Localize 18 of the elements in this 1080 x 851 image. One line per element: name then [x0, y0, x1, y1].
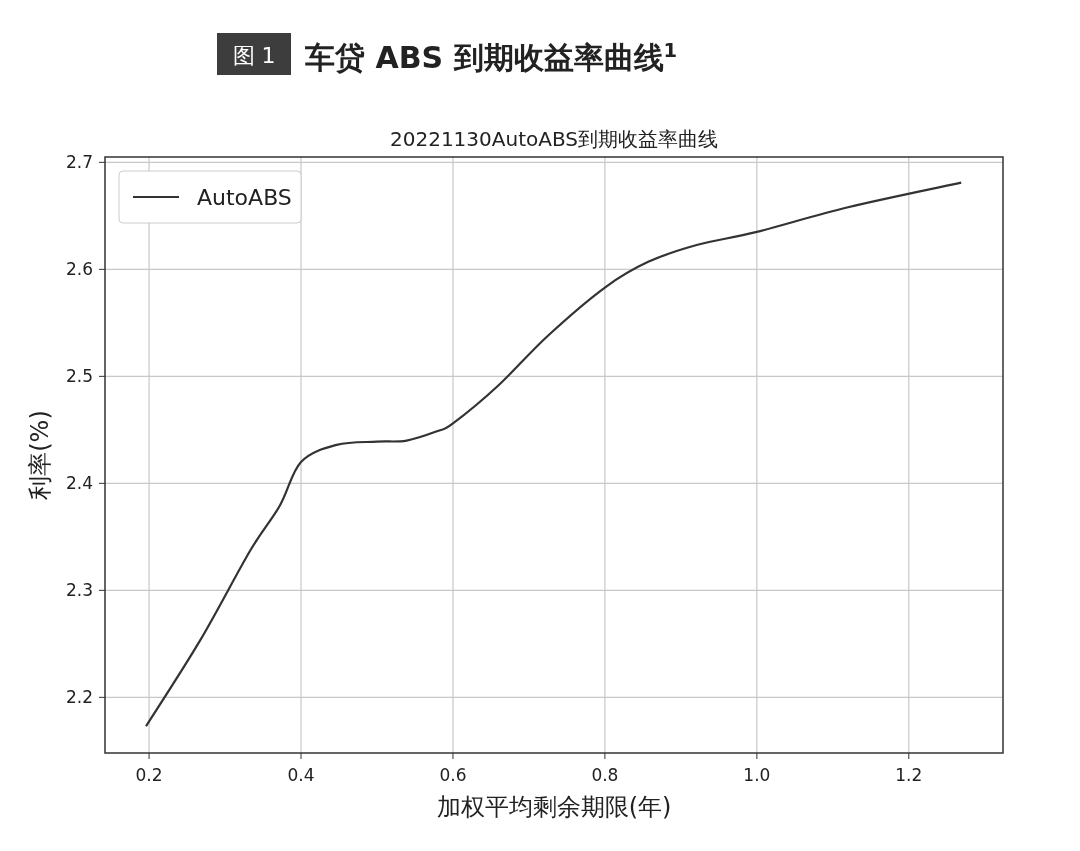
x-tick-label: 0.8 [591, 765, 619, 785]
x-tick-label: 0.2 [135, 765, 163, 785]
y-tick-label: 2.2 [65, 687, 93, 708]
x-tick-label: 1.2 [895, 765, 923, 785]
y-tick-label: 2.5 [65, 366, 93, 387]
y-tick-label: 2.3 [65, 580, 93, 601]
chart-subtitle: 20221130AutoABS到期收益率曲线 [390, 127, 718, 151]
x-tick-label: 1.0 [743, 765, 771, 785]
y-tick-label: 2.6 [65, 259, 93, 280]
legend-label: AutoABS [197, 185, 292, 210]
chart-title: 车贷 ABS 到期收益率曲线$^{1}$ [304, 38, 678, 75]
y-tick-label: 2.4 [65, 473, 93, 494]
x-tick-label: 0.4 [287, 765, 315, 785]
x-tick-label: 0.6 [439, 765, 467, 785]
caption: 图 1 [232, 43, 276, 68]
x-axis-title: 加权平均剩余期限(年) [436, 793, 672, 821]
y-axis-title: 利率(%) [26, 410, 54, 500]
y-tick-label: 2.7 [65, 152, 93, 173]
